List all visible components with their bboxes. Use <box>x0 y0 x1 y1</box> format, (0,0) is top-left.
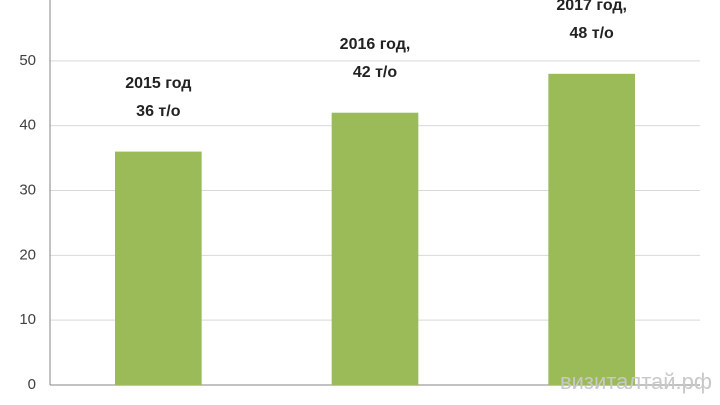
bar <box>331 112 419 385</box>
data-label: 2016 год, <box>340 36 411 53</box>
y-tick-label: 40 <box>19 117 36 134</box>
data-label: 36 т/о <box>136 103 181 120</box>
data-label: 2017 год, <box>556 0 627 14</box>
y-tick-label: 20 <box>19 246 36 263</box>
y-tick-label: 60 <box>19 0 36 4</box>
watermark: визиталтай.рф <box>560 369 712 394</box>
bar <box>115 151 202 385</box>
data-label: 42 т/о <box>353 64 398 81</box>
bar <box>548 73 635 386</box>
data-label: 2015 год <box>125 75 191 92</box>
y-tick-label: 10 <box>19 311 36 328</box>
y-tick-label: 50 <box>19 52 36 69</box>
y-tick-label: 30 <box>19 181 36 198</box>
y-tick-label: 0 <box>28 376 36 393</box>
data-label: 48 т/о <box>570 25 615 42</box>
